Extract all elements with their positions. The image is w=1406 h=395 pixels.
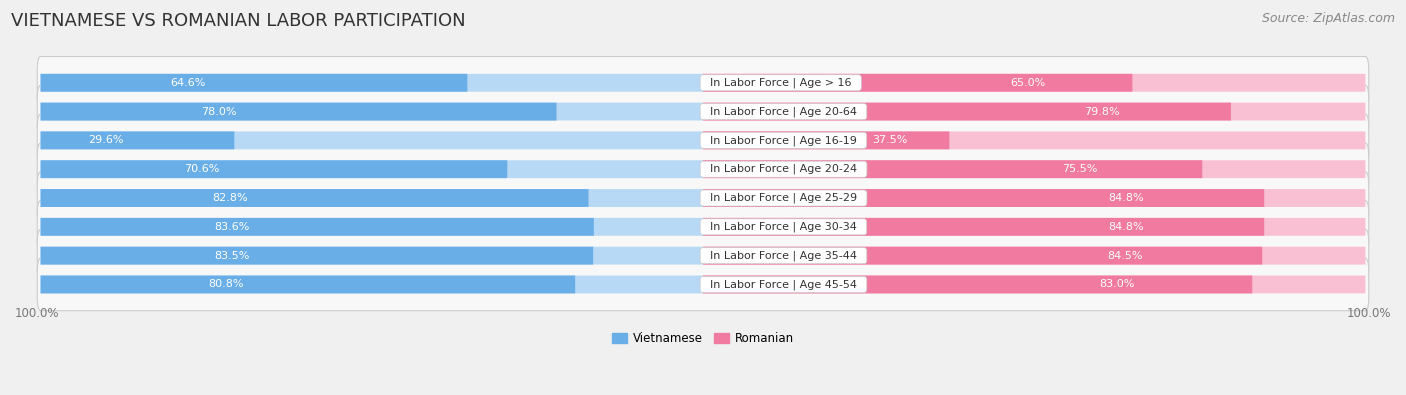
Text: 84.5%: 84.5% xyxy=(1107,251,1143,261)
Text: In Labor Force | Age 20-64: In Labor Force | Age 20-64 xyxy=(703,106,865,117)
FancyBboxPatch shape xyxy=(41,276,703,293)
FancyBboxPatch shape xyxy=(703,218,1264,236)
Text: 83.0%: 83.0% xyxy=(1099,279,1135,290)
Text: 29.6%: 29.6% xyxy=(89,135,124,145)
FancyBboxPatch shape xyxy=(41,276,575,293)
FancyBboxPatch shape xyxy=(703,276,1365,293)
Text: In Labor Force | Age 20-24: In Labor Force | Age 20-24 xyxy=(703,164,865,175)
Text: In Labor Force | Age 16-19: In Labor Force | Age 16-19 xyxy=(703,135,863,146)
FancyBboxPatch shape xyxy=(703,132,949,149)
FancyBboxPatch shape xyxy=(703,247,1365,265)
Text: 83.6%: 83.6% xyxy=(214,222,250,232)
FancyBboxPatch shape xyxy=(37,56,1369,109)
Text: 83.5%: 83.5% xyxy=(214,251,249,261)
Text: 70.6%: 70.6% xyxy=(184,164,219,174)
FancyBboxPatch shape xyxy=(37,172,1369,224)
FancyBboxPatch shape xyxy=(37,114,1369,167)
FancyBboxPatch shape xyxy=(41,189,589,207)
FancyBboxPatch shape xyxy=(37,143,1369,196)
FancyBboxPatch shape xyxy=(703,189,1365,207)
FancyBboxPatch shape xyxy=(703,74,1365,92)
Text: 79.8%: 79.8% xyxy=(1084,107,1119,117)
FancyBboxPatch shape xyxy=(37,201,1369,253)
FancyBboxPatch shape xyxy=(703,276,1253,293)
FancyBboxPatch shape xyxy=(41,103,703,120)
FancyBboxPatch shape xyxy=(41,218,593,236)
FancyBboxPatch shape xyxy=(703,247,1263,265)
Text: In Labor Force | Age > 16: In Labor Force | Age > 16 xyxy=(703,77,859,88)
FancyBboxPatch shape xyxy=(41,247,703,265)
Text: In Labor Force | Age 45-54: In Labor Force | Age 45-54 xyxy=(703,279,865,290)
FancyBboxPatch shape xyxy=(703,132,1365,149)
FancyBboxPatch shape xyxy=(703,160,1202,178)
Text: 82.8%: 82.8% xyxy=(212,193,247,203)
Text: 78.0%: 78.0% xyxy=(201,107,236,117)
Text: Source: ZipAtlas.com: Source: ZipAtlas.com xyxy=(1261,12,1395,25)
Text: 84.8%: 84.8% xyxy=(1108,193,1144,203)
FancyBboxPatch shape xyxy=(41,218,703,236)
FancyBboxPatch shape xyxy=(703,103,1230,120)
Text: In Labor Force | Age 30-34: In Labor Force | Age 30-34 xyxy=(703,222,863,232)
Text: 84.8%: 84.8% xyxy=(1108,222,1144,232)
Text: In Labor Force | Age 25-29: In Labor Force | Age 25-29 xyxy=(703,193,865,203)
FancyBboxPatch shape xyxy=(37,258,1369,311)
FancyBboxPatch shape xyxy=(703,189,1264,207)
FancyBboxPatch shape xyxy=(703,160,1365,178)
Text: 64.6%: 64.6% xyxy=(170,78,205,88)
Text: 75.5%: 75.5% xyxy=(1063,164,1098,174)
Text: In Labor Force | Age 35-44: In Labor Force | Age 35-44 xyxy=(703,250,865,261)
FancyBboxPatch shape xyxy=(703,74,1132,92)
FancyBboxPatch shape xyxy=(41,160,703,178)
FancyBboxPatch shape xyxy=(37,85,1369,138)
FancyBboxPatch shape xyxy=(37,229,1369,282)
FancyBboxPatch shape xyxy=(41,103,557,120)
FancyBboxPatch shape xyxy=(703,103,1365,120)
Text: 65.0%: 65.0% xyxy=(1010,78,1045,88)
FancyBboxPatch shape xyxy=(41,132,703,149)
FancyBboxPatch shape xyxy=(703,218,1365,236)
Text: 37.5%: 37.5% xyxy=(873,135,908,145)
FancyBboxPatch shape xyxy=(41,160,508,178)
FancyBboxPatch shape xyxy=(41,74,467,92)
FancyBboxPatch shape xyxy=(41,247,593,265)
Text: 80.8%: 80.8% xyxy=(208,279,243,290)
Legend: Vietnamese, Romanian: Vietnamese, Romanian xyxy=(607,327,799,350)
FancyBboxPatch shape xyxy=(41,132,235,149)
Text: VIETNAMESE VS ROMANIAN LABOR PARTICIPATION: VIETNAMESE VS ROMANIAN LABOR PARTICIPATI… xyxy=(11,12,465,30)
FancyBboxPatch shape xyxy=(41,74,703,92)
FancyBboxPatch shape xyxy=(41,189,703,207)
